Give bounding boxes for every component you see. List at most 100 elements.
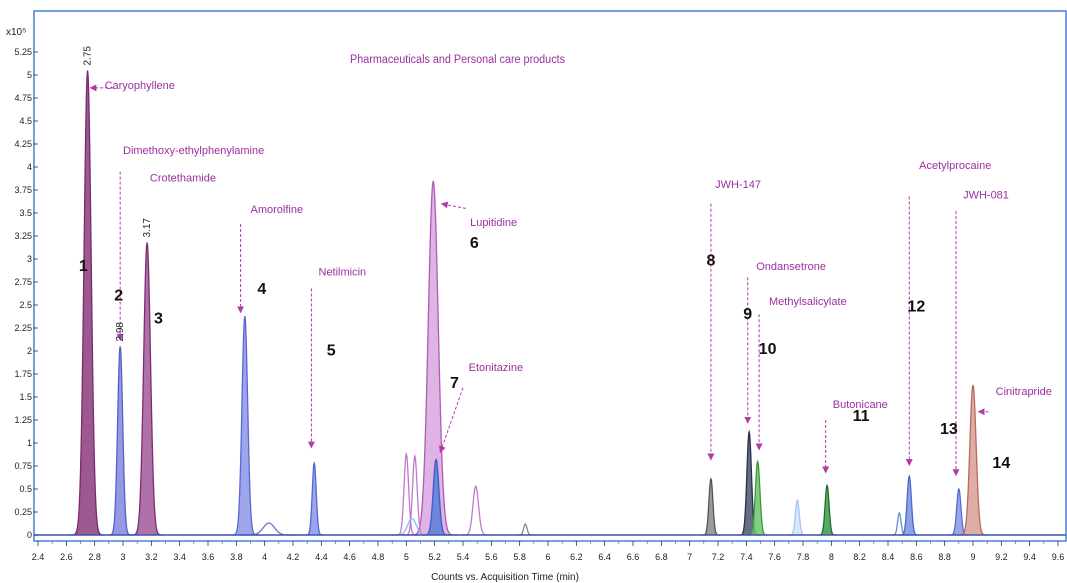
x-tick-label-11: 4.6 <box>343 552 356 562</box>
x-tick-label-29: 8.2 <box>853 552 866 562</box>
compound-labels: Caryophyllene Dimethoxy-ethylphenylamine C… <box>105 80 1052 411</box>
compound-label-8: JWH-147 <box>715 179 761 191</box>
peak-fill-2 <box>107 346 133 535</box>
y-tick-label-8: 2 <box>27 346 32 356</box>
peak-number-13: 13 <box>940 421 958 438</box>
chart-title: Pharmaceuticals and Personal care produc… <box>350 54 565 66</box>
peak-fill-20 <box>898 476 920 535</box>
peak-number-2: 2 <box>114 287 123 304</box>
peak-number-1: 1 <box>79 258 88 275</box>
peak-number-7: 7 <box>450 375 459 392</box>
compound-label-4: Amorolfine <box>251 204 304 216</box>
compound-label-3: Crotethamide <box>150 173 216 185</box>
peak-trace-2 <box>107 346 133 536</box>
peak-number-12: 12 <box>907 298 925 315</box>
peak-number-6: 6 <box>470 235 479 252</box>
x-tick-label-6: 3.6 <box>202 552 215 562</box>
x-tick-label-15: 5.4 <box>457 552 470 562</box>
x-tick-label-32: 8.8 <box>938 552 951 562</box>
annotation-arrows <box>89 84 989 477</box>
x-tick-label-33: 9 <box>970 552 975 562</box>
compound-label-9: Ondansetrone <box>756 261 826 273</box>
x-tick-label-3: 3 <box>120 552 125 562</box>
y-axis: 0 0.25 0.5 0.75 1 1.25 1.5 1.75 2 2.25 2.5 2.75 3 3.2… <box>14 47 38 540</box>
annotation-arrow-5 <box>440 201 466 209</box>
x-tick-label-17: 5.8 <box>513 552 526 562</box>
peak-fill-8 <box>421 459 451 535</box>
y-tick-label-9: 2.25 <box>14 323 32 333</box>
x-tick-label-1: 2.6 <box>60 552 73 562</box>
x-tick-label-7: 3.8 <box>230 552 243 562</box>
peak-trace-1 <box>69 70 106 536</box>
peak-trace-11 <box>461 485 490 536</box>
x-tick-label-19: 6.2 <box>570 552 583 562</box>
x-tick-label-36: 9.6 <box>1052 552 1065 562</box>
plot-border <box>33 10 1067 542</box>
x-tick-label-8: 4 <box>262 552 267 562</box>
compound-label-7: Etonitazine <box>469 362 523 374</box>
peak-fill-4 <box>230 316 259 535</box>
retention-time-label-2: 2.98 <box>115 322 126 342</box>
peak-number-4: 4 <box>257 281 266 298</box>
peaks-layer <box>69 70 989 536</box>
y-tick-label-6: 1.5 <box>19 392 32 402</box>
peak-fill-17 <box>787 500 808 535</box>
compound-label-13: JWH-081 <box>963 189 1009 201</box>
y-tick-label-18: 4.5 <box>19 116 32 126</box>
retention-time-label-1: 2.75 <box>83 46 94 66</box>
x-tick-label-16: 5.6 <box>485 552 498 562</box>
peak-fill-22 <box>957 385 989 535</box>
x-tick-label-9: 4.2 <box>287 552 300 562</box>
annotation-arrow-6 <box>439 387 464 454</box>
peak-fill-14 <box>701 478 721 535</box>
x-tick-label-13: 5 <box>404 552 409 562</box>
peak-fill-7 <box>408 180 459 536</box>
y-tick-label-12: 3 <box>27 254 32 264</box>
peak-fill-16 <box>746 461 769 535</box>
x-tick-label-28: 8 <box>829 552 834 562</box>
y-tick-label-17: 4.25 <box>14 139 32 149</box>
peak-number-9: 9 <box>743 306 752 323</box>
compound-label-5: Netilmicin <box>319 267 367 279</box>
peak-number-3: 3 <box>154 310 163 327</box>
x-tick-label-25: 7.4 <box>740 552 753 562</box>
y-tick-label-4: 1 <box>27 438 32 448</box>
x-tick-label-0: 2.4 <box>32 552 45 562</box>
x-tick-label-35: 9.4 <box>1023 552 1036 562</box>
compound-label-12: Acetylprocaine <box>919 160 991 172</box>
y-tick-label-10: 2.5 <box>19 300 32 310</box>
x-tick-label-21: 6.6 <box>627 552 640 562</box>
x-tick-label-26: 7.6 <box>768 552 781 562</box>
peak-number-8: 8 <box>706 252 715 269</box>
compound-label-2: Dimethoxy-ethylphenylamine <box>123 145 264 157</box>
peak-fill-21 <box>948 489 970 535</box>
peak-fill-1 <box>69 70 106 536</box>
x-tick-label-5: 3.4 <box>173 552 186 562</box>
y-tick-label-11: 2.75 <box>14 277 32 287</box>
x-tick-label-4: 3.2 <box>145 552 158 562</box>
y-tick-label-20: 5 <box>27 70 32 80</box>
x-tick-label-2: 2.8 <box>88 552 101 562</box>
peak-trace-7 <box>408 180 459 536</box>
compound-label-1: Caryophyllene <box>105 80 175 92</box>
x-tick-label-20: 6.4 <box>598 552 611 562</box>
y-multiplier-label: x10⁵ <box>6 27 26 38</box>
x-tick-label-27: 7.8 <box>797 552 810 562</box>
x-tick-label-12: 4.8 <box>372 552 385 562</box>
compound-label-11: Butonicane <box>833 399 888 411</box>
y-tick-label-1: 0.25 <box>14 507 32 517</box>
peak-trace-13 <box>516 523 534 536</box>
y-tick-label-13: 3.25 <box>14 231 32 241</box>
x-tick-label-31: 8.6 <box>910 552 923 562</box>
x-tick-label-22: 6.8 <box>655 552 668 562</box>
y-tick-label-15: 3.75 <box>14 185 32 195</box>
compound-label-6: Lupitidine <box>470 217 517 229</box>
peak-number-5: 5 <box>327 343 336 360</box>
peak-number-14: 14 <box>992 455 1010 472</box>
peak-trace-3 <box>130 242 165 536</box>
y-tick-label-19: 4.75 <box>14 93 32 103</box>
y-tick-label-2: 0.5 <box>19 484 32 494</box>
x-tick-label-34: 9.2 <box>995 552 1008 562</box>
peak-number-10: 10 <box>759 341 777 358</box>
